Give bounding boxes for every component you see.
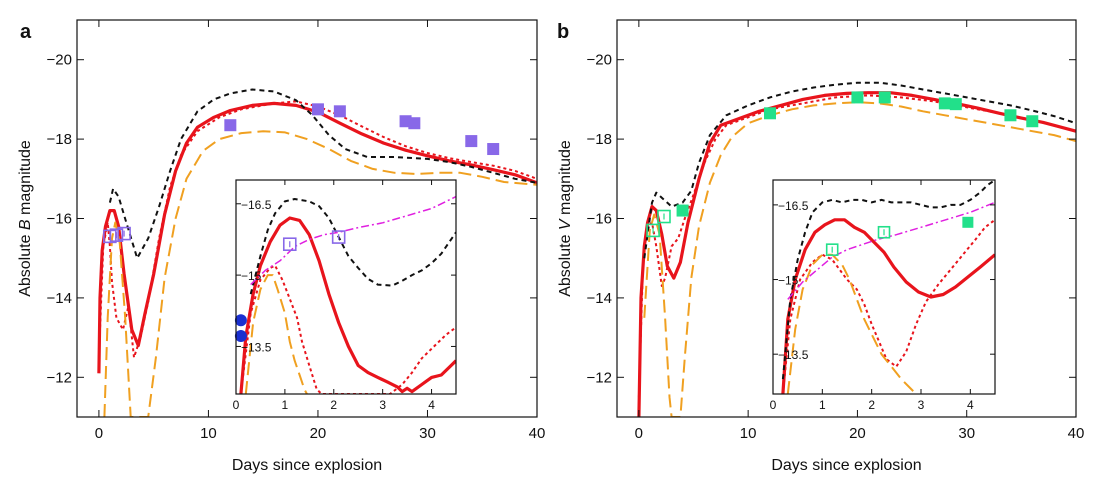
panel-a-y-axis-label-part-0: Absolute <box>17 230 34 297</box>
panel-b-x-axis-label: Days since explosion <box>771 457 921 474</box>
panel-b-observed-point-7 <box>1026 115 1039 128</box>
panel-a-inset-x-tick-label-0: 0 <box>233 398 240 412</box>
panel-a-y-axis-label-part-1: B <box>17 219 34 230</box>
panel-a: 0 10 20 30 40 −12 −14 −16 −18 −20 0 1 2 3 4 −16.5 −15 −13… <box>17 19 546 474</box>
panel-b-x-tick-label-3: 30 <box>958 425 975 442</box>
panel-a-label: a <box>20 21 32 43</box>
panel-a-observed-point-2 <box>333 105 346 118</box>
panel-a-inset-x-tick-label-4: 4 <box>428 398 435 412</box>
panel-b-label: b <box>557 21 569 43</box>
panel-b-inset-open-point-1 <box>877 225 891 239</box>
panel-b-inset-series-solid-red-thick-0 <box>781 218 995 394</box>
panel-b-series-dashed-black-2 <box>643 81 1076 259</box>
panel-a-series-dashed-orange-3 <box>103 130 537 417</box>
panel-b-observed-point-6 <box>1004 109 1017 122</box>
panel-b-observed-point-0 <box>676 204 689 217</box>
panel-a-inset-y-tick-label-0: −16.5 <box>241 198 272 212</box>
panel-a-inset-y-tick-label-2: −13.5 <box>241 340 272 354</box>
panel-b-series-dotted-red-1 <box>637 94 1076 398</box>
panel-a-inset-background <box>236 180 456 394</box>
panel-b-inset-x-tick-label-3: 3 <box>918 398 925 412</box>
panel-a-inset-observed-point-0 <box>234 314 247 327</box>
panel-b-inset-y-tick-label-1: −15 <box>778 274 799 288</box>
panel-a-inset-x-tick-label-2: 2 <box>330 398 337 412</box>
panel-a-x-tick-label-3: 30 <box>419 425 436 442</box>
panel-a-inset: 0 1 2 3 4 −16.5 −15 −13.5 <box>233 179 457 412</box>
panel-b-x-tick-label-1: 10 <box>740 425 757 442</box>
panel-a-inset-series-solid-red-thick-0 <box>239 216 456 394</box>
panel-b-open-point-1 <box>657 209 671 224</box>
panel-a-observed-point-1 <box>311 103 324 116</box>
panel-b-inset-frame <box>772 179 996 395</box>
panel-b-y-tick-label-4: −20 <box>587 52 612 69</box>
panel-b-inset: 0 1 2 3 4 −16.5 −15 −13.5 <box>770 179 996 412</box>
panel-a-x-tick-label-2: 20 <box>310 425 327 442</box>
panel-b-inset-series-dashdot-magenta-4 <box>787 201 995 300</box>
panel-a-y-tick-label-3: −18 <box>47 131 72 148</box>
panel-b-inset-series-dashed-black-2 <box>781 180 995 380</box>
panel-b-x-tick-label-2: 20 <box>849 425 866 442</box>
panel-b-y-axis-label-part-1: V <box>557 218 574 230</box>
panel-b-y-axis-label-part-2: magnitude <box>557 140 574 219</box>
panel-a-inset-series-dotted-red-1 <box>239 264 456 394</box>
panel-a-inset-series-group <box>239 195 456 394</box>
panel-b-inset-x-tick-label-0: 0 <box>770 398 777 412</box>
panel-b: 0 10 20 30 40 −12 −14 −16 −18 −20 0 1 2 3 4 −16.5 −15 −13… <box>557 19 1085 474</box>
panel-a-open-point-1 <box>109 228 124 242</box>
panel-b-observed-point-3 <box>878 91 891 104</box>
panel-a-y-axis-label: Absolute B magnitude <box>17 140 34 297</box>
panel-a-y-axis-label-part-2: magnitude <box>17 140 34 219</box>
panel-b-open-point-0 <box>646 223 660 238</box>
panel-a-inset-x-tick-label-1: 1 <box>282 398 289 412</box>
panel-a-open-point-2 <box>117 226 131 241</box>
panel-a-inset-open-point-1 <box>331 230 346 244</box>
panel-a-inset-series-dashed-orange-3 <box>244 274 308 394</box>
panel-b-y-axis-label-part-0: Absolute <box>557 230 574 297</box>
panel-b-inset-x-tick-label-1: 1 <box>819 398 826 412</box>
panel-a-x-tick-label-4: 40 <box>529 425 546 442</box>
panel-a-inset-observed-point-1 <box>234 329 247 342</box>
panel-b-y-tick-label-0: −12 <box>587 369 612 386</box>
panel-b-inset-series-group <box>781 180 995 394</box>
panel-b-observed-point-2 <box>851 91 864 104</box>
panel-a-series-solid-red-thick-0 <box>97 101 537 374</box>
panel-a-inset-series-dashed-black-2 <box>249 198 456 295</box>
panel-b-inset-observed-point-0 <box>962 216 974 228</box>
panel-a-x-axis-label: Days since explosion <box>232 457 382 474</box>
panel-a-observed-point-4 <box>408 117 421 130</box>
panel-a-series-dashed-black-2 <box>108 88 537 260</box>
panel-a-y-tick-label-2: −16 <box>47 211 72 228</box>
panel-a-x-tick-label-1: 10 <box>200 425 217 442</box>
panel-a-inset-open-point-0 <box>282 237 297 251</box>
panel-a-observed-point-5 <box>465 135 478 148</box>
panel-b-inset-series-dashed-orange-3 <box>786 253 917 394</box>
panel-b-inset-y-tick-label-2: −13.5 <box>778 348 809 362</box>
panel-a-observed-point-0 <box>224 119 237 132</box>
panel-a-y-tick-label-0: −12 <box>47 369 72 386</box>
panel-a-inset-x-tick-label-3: 3 <box>379 398 386 412</box>
panel-a-y-tick-label-4: −20 <box>47 52 72 69</box>
panel-b-y-axis-label: Absolute V magnitude <box>557 140 574 297</box>
panel-b-inset-open-point-0 <box>825 243 839 256</box>
panel-a-y-tick-label-1: −14 <box>47 290 72 307</box>
panel-b-inset-x-tick-label-2: 2 <box>868 398 875 412</box>
panel-b-inset-y-tick-label-0: −16.5 <box>778 199 809 213</box>
panel-b-x-tick-label-4: 40 <box>1068 425 1085 442</box>
panel-b-x-tick-label-0: 0 <box>635 425 643 442</box>
panel-b-observed-point-5 <box>949 98 962 111</box>
panel-a-observed-point-6 <box>487 143 500 156</box>
panel-a-inset-y-tick-label-1: −15 <box>241 269 262 283</box>
panel-b-y-tick-label-2: −16 <box>587 211 612 228</box>
panel-b-inset-x-tick-label-4: 4 <box>967 398 974 412</box>
panel-b-observed-point-4 <box>938 97 951 110</box>
panel-a-series-group <box>97 88 537 417</box>
panel-b-y-tick-label-3: −18 <box>587 131 612 148</box>
panel-a-inset-series-dashdot-magenta-4 <box>250 195 456 286</box>
panel-a-inset-frame <box>235 179 457 395</box>
panel-b-observed-point-1 <box>764 107 776 120</box>
panel-a-series-dotted-red-1 <box>97 100 537 359</box>
panel-a-x-tick-label-0: 0 <box>95 425 103 442</box>
panel-b-y-tick-label-1: −14 <box>587 290 612 307</box>
